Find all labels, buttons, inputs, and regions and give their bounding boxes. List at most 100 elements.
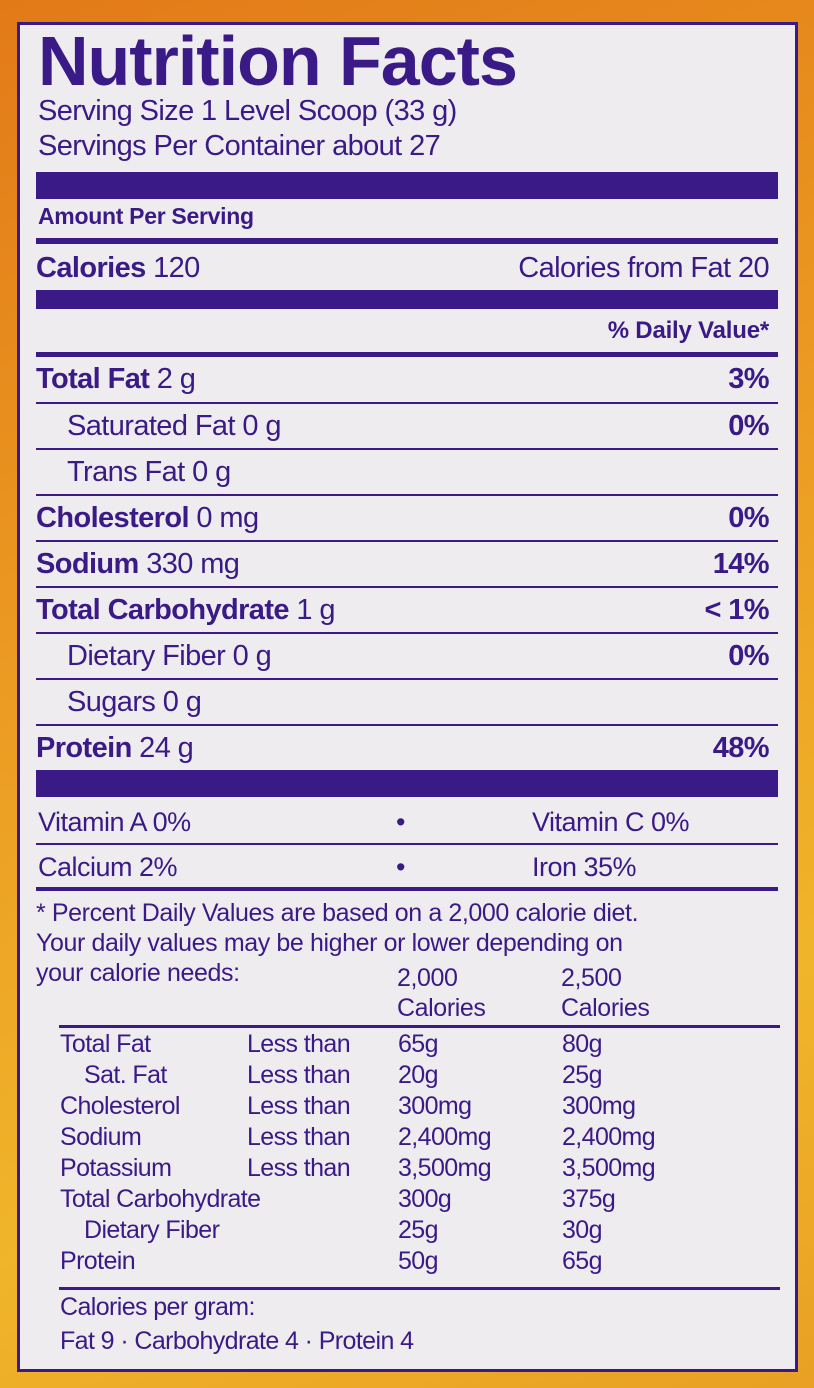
thick-divider — [36, 770, 778, 797]
cell: Total Carbohydrate — [60, 1185, 261, 1213]
vitamin-a: Vitamin A 0% — [38, 807, 191, 837]
cell: Total Fat — [60, 1030, 151, 1058]
daily-value-header-text: % Daily Value* — [607, 317, 769, 344]
nutrient-row-trans-fat: Trans Fat 0 g — [36, 449, 769, 495]
nutrient-row-saturated-fat: Saturated Fat 0 g 0% — [36, 403, 770, 449]
cell: 25g — [398, 1216, 439, 1244]
cell: 20g — [398, 1061, 439, 1089]
nutrient-amount: 2 g — [156, 362, 196, 395]
calories-from-fat-label: Calories from Fat — [518, 251, 731, 284]
nutrient-row-dietary-fiber: Dietary Fiber 0 g 0% — [36, 633, 770, 679]
calcium: Calcium 2% — [38, 852, 178, 882]
cell: 375g — [562, 1185, 616, 1213]
vitamin-c: Vitamin C 0% — [532, 807, 690, 837]
thick-divider — [36, 172, 778, 199]
bullet-separator: • — [396, 852, 405, 882]
divider — [36, 448, 778, 450]
calories-from-fat-value: 20 — [737, 251, 770, 284]
cell: 2,400mg — [562, 1123, 656, 1151]
nutrient-amount: 0 g — [192, 455, 231, 488]
col-header-value: 2,000 — [397, 964, 458, 992]
col-header-2500: 2,500 Calories — [561, 963, 650, 1023]
cell: 3,500mg — [562, 1154, 656, 1182]
nutrition-facts-label: Nutrition Facts Serving Size 1 Level Sco… — [17, 22, 798, 1372]
vitamin-row: Vitamin A 0% • Vitamin C 0% — [36, 799, 769, 843]
cell: Less than — [247, 1030, 351, 1058]
divider — [59, 1025, 780, 1028]
nutrient-name: Dietary Fiber — [67, 639, 226, 672]
footnote: * Percent Daily Values are based on a 2,… — [36, 898, 639, 988]
cell: Less than — [247, 1061, 351, 1089]
nutrient-row-sodium: Sodium 330 mg 14% — [36, 541, 770, 587]
nutrient-amount: 24 g — [139, 731, 194, 764]
cell: Less than — [247, 1123, 351, 1151]
nutrient-amount: 330 mg — [146, 547, 240, 580]
cell: 80g — [562, 1030, 603, 1058]
divider — [36, 843, 778, 845]
nutrient-row-sugars: Sugars 0 g — [36, 679, 769, 725]
calories-label: Calories — [36, 251, 146, 284]
cell: 25g — [562, 1061, 603, 1089]
cell: Potassium — [60, 1154, 172, 1182]
daily-value-header: % Daily Value* — [36, 308, 769, 354]
nutrient-dv: < 1% — [704, 593, 769, 626]
nutrient-dv: 14% — [712, 547, 770, 580]
divider — [36, 540, 778, 542]
divider — [36, 238, 778, 244]
cell: 65g — [562, 1247, 603, 1275]
divider — [36, 887, 778, 891]
divider — [36, 632, 778, 634]
cell: 300g — [398, 1185, 452, 1213]
amount-per-serving: Amount Per Serving — [38, 203, 254, 229]
divider — [36, 586, 778, 588]
nutrient-name: Cholesterol — [36, 501, 190, 534]
cell: 30g — [562, 1216, 603, 1244]
cell: Dietary Fiber — [84, 1216, 220, 1244]
nutrient-dv: 3% — [728, 362, 769, 395]
nutrient-amount: 1 g — [296, 593, 335, 626]
cell: Sodium — [60, 1123, 142, 1151]
nutrient-row-protein: Protein 24 g 48% — [36, 725, 770, 771]
nutrient-name: Protein — [36, 731, 132, 764]
mineral-row: Calcium 2% • Iron 35% — [36, 844, 769, 888]
divider — [36, 352, 778, 357]
thick-divider — [36, 290, 778, 309]
nutrient-name: Sodium — [36, 547, 139, 580]
col-header-value: 2,500 — [561, 964, 622, 992]
nutrient-name: Total Fat — [36, 362, 150, 395]
footnote-line: Your daily values may be higher or lower… — [36, 929, 623, 957]
calories-value: 120 — [153, 251, 200, 284]
cell: 2,400mg — [398, 1123, 492, 1151]
label-title: Nutrition Facts — [38, 22, 518, 100]
divider — [59, 1287, 780, 1290]
divider — [36, 678, 778, 680]
nutrient-amount: 0 mg — [196, 501, 259, 534]
cell: Less than — [247, 1154, 351, 1182]
serving-size: Serving Size 1 Level Scoop (33 g) — [38, 95, 457, 127]
divider — [36, 724, 778, 726]
cell: Less than — [247, 1092, 351, 1120]
nutrient-amount: 0 g — [162, 685, 202, 718]
col-header-unit: Calories — [397, 994, 486, 1022]
calories-row: Calories 120 Calories from Fat 20 — [36, 245, 770, 291]
cell: 3,500mg — [398, 1154, 492, 1182]
calories-per-gram: Fat 9 · Carbohydrate 4 · Protein 4 — [60, 1327, 414, 1355]
col-header-2000: 2,000 Calories — [397, 963, 486, 1023]
cell: 300mg — [398, 1092, 472, 1120]
nutrient-name: Sugars — [67, 685, 156, 718]
nutrient-row-total-fat: Total Fat 2 g 3% — [36, 356, 770, 402]
bullet-separator: • — [396, 807, 405, 837]
footnote-line: your calorie needs: — [36, 959, 240, 987]
nutrient-row-cholesterol: Cholesterol 0 mg 0% — [36, 495, 770, 541]
col-header-unit: Calories — [561, 994, 650, 1022]
cell: Cholesterol — [60, 1092, 180, 1120]
nutrient-name: Saturated Fat — [67, 409, 236, 442]
cell: Protein — [60, 1247, 136, 1275]
nutrient-row-total-carbohydrate: Total Carbohydrate 1 g < 1% — [36, 587, 770, 633]
nutrient-name: Trans Fat — [67, 455, 185, 488]
nutrient-dv: 48% — [712, 731, 770, 764]
nutrient-dv: 0% — [728, 501, 769, 534]
calories-per-gram-label: Calories per gram: — [60, 1293, 255, 1321]
nutrient-amount: 0 g — [232, 639, 272, 672]
nutrient-dv: 0% — [728, 639, 769, 672]
